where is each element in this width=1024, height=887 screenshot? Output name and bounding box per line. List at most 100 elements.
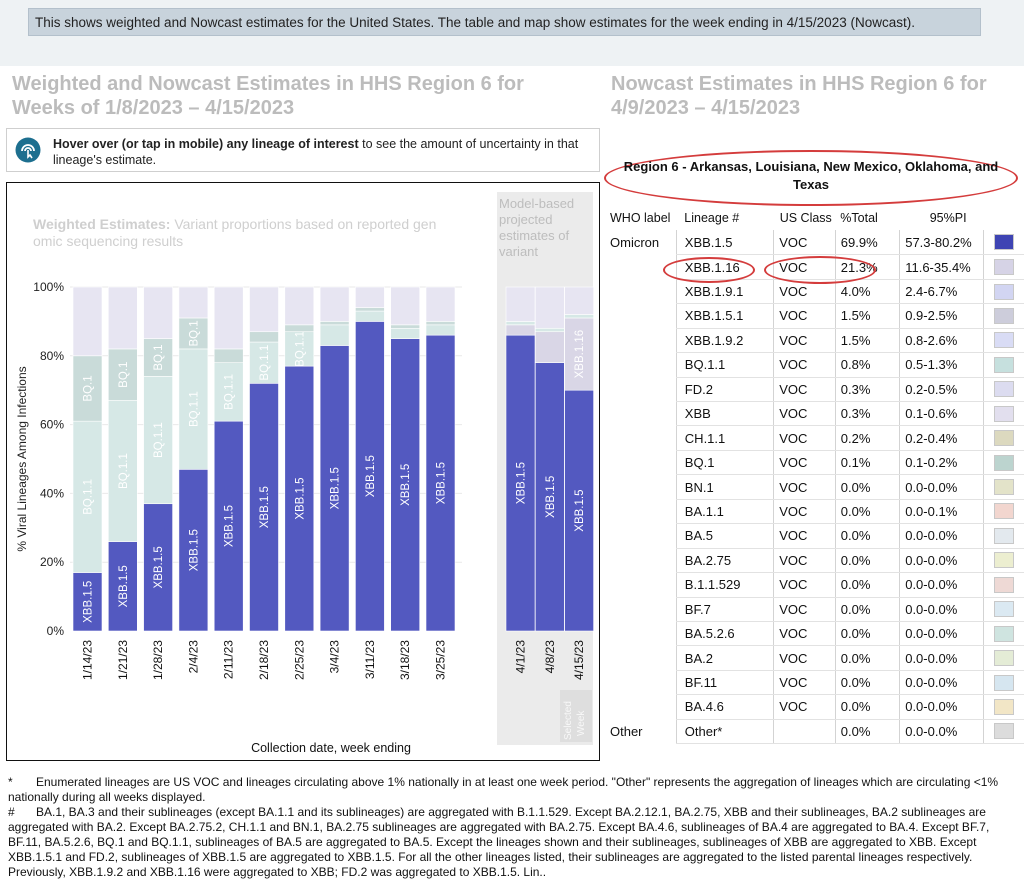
cell-us-class: VOC xyxy=(773,523,836,549)
footnote-1-text: Enumerated lineages are US VOC and linea… xyxy=(8,775,999,804)
footnote-1: * Enumerated lineages are US VOC and line… xyxy=(8,775,1018,805)
col-color xyxy=(983,206,1024,230)
cell-lineage: XBB.1.5 xyxy=(675,230,774,256)
table-row[interactable]: FD.2 VOC 0.3% 0.2-0.5% xyxy=(605,377,1024,403)
lineage-color-swatch xyxy=(993,479,1014,496)
table-row[interactable]: Other Other* 0.0% 0.0-0.0% xyxy=(605,719,1024,745)
cell-us-class: VOC xyxy=(773,499,836,525)
cell-lineage: FD.2 xyxy=(675,377,774,403)
lineage-color-swatch xyxy=(993,356,1014,373)
cell-pct-total: 0.0% xyxy=(834,474,900,500)
lineage-table-body: Omicron XBB.1.5 VOC 69.9% 57.3-80.2% XBB.1.16… xyxy=(605,230,1024,745)
lineage-color-swatch xyxy=(993,723,1014,740)
cell-lineage: BA.5 xyxy=(675,523,774,549)
cell-pct-total: 0.0% xyxy=(834,597,900,622)
cell-us-class: VOC xyxy=(773,328,836,354)
cell-95-pi: 0.0-0.0% xyxy=(899,645,984,671)
table-row[interactable]: B.1.1.529 VOC 0.0% 0.0-0.0% xyxy=(605,572,1024,598)
table-row[interactable]: BA.5.2.6 VOC 0.0% 0.0-0.0% xyxy=(605,621,1024,647)
cell-95-pi: 0.1-0.2% xyxy=(899,450,984,476)
table-row[interactable]: BA.5 VOC 0.0% 0.0-0.0% xyxy=(605,523,1024,549)
cell-95-pi: 0.0-0.0% xyxy=(899,597,984,622)
cell-lineage: BQ.1 xyxy=(675,450,774,476)
table-row[interactable]: BF.11 VOC 0.0% 0.0-0.0% xyxy=(605,670,1024,696)
lineage-color-swatch xyxy=(993,381,1014,398)
table-row[interactable]: BA.2 VOC 0.0% 0.0-0.0% xyxy=(605,645,1024,671)
table-row[interactable]: BQ.1 VOC 0.1% 0.1-0.2% xyxy=(605,450,1024,476)
lineage-color-swatch xyxy=(993,283,1014,300)
cell-pct-total: 0.3% xyxy=(834,377,900,403)
cell-95-pi: 0.0-0.0% xyxy=(899,548,984,574)
cell-lineage: BA.5.2.6 xyxy=(675,621,774,647)
cell-pct-total: 0.0% xyxy=(834,499,900,525)
col-pct-total: %Total xyxy=(840,211,878,226)
table-row[interactable]: BN.1 VOC 0.0% 0.0-0.0% xyxy=(605,474,1024,500)
table-row[interactable]: BA.1.1 VOC 0.0% 0.0-0.1% xyxy=(605,499,1024,525)
lineage-color-swatch xyxy=(993,625,1014,642)
cell-lineage: XBB.1.5.1 xyxy=(675,303,774,329)
cell-lineage: XBB xyxy=(675,401,774,427)
touch-icon xyxy=(15,137,41,163)
cell-pct-total: 0.0% xyxy=(834,523,900,549)
cell-us-class: VOC xyxy=(773,572,836,598)
lineage-color-swatch xyxy=(993,552,1014,569)
cell-pct-total: 0.0% xyxy=(834,719,900,745)
cell-who-label xyxy=(605,695,676,719)
cell-color xyxy=(982,450,1024,476)
cell-who-label xyxy=(605,402,676,426)
cell-us-class: VOC xyxy=(773,548,836,574)
hover-hint-text: Hover over (or tap in mobile) any lineag… xyxy=(53,136,598,168)
cell-95-pi: 57.3-80.2% xyxy=(899,230,984,256)
cell-pct-total: 0.1% xyxy=(834,450,900,476)
footnote-2-mark: # xyxy=(8,805,15,819)
cell-pct-total: 0.0% xyxy=(834,645,900,671)
table-row[interactable]: XBB.1.9.2 VOC 1.5% 0.8-2.6% xyxy=(605,328,1024,354)
cell-pct-total: 1.5% xyxy=(834,303,900,329)
lineage-color-swatch xyxy=(993,576,1014,593)
table-row[interactable]: XBB.1.5.1 VOC 1.5% 0.9-2.5% xyxy=(605,303,1024,329)
cell-color xyxy=(982,670,1024,696)
table-row[interactable]: XBB VOC 0.3% 0.1-0.6% xyxy=(605,401,1024,427)
table-row[interactable]: BA.4.6 VOC 0.0% 0.0-0.0% xyxy=(605,694,1024,720)
cell-pct-total: 0.0% xyxy=(834,548,900,574)
cell-95-pi: 0.2-0.5% xyxy=(899,377,984,403)
cell-lineage: XBB.1.9.1 xyxy=(675,279,774,305)
lineage-table: WHO label Lineage # US Class %Total 95%P… xyxy=(605,206,1024,745)
cell-who-label xyxy=(605,621,676,645)
cell-pct-total: 4.0% xyxy=(834,279,900,305)
cell-pct-total: 0.0% xyxy=(834,694,900,720)
cell-color xyxy=(982,621,1024,647)
lineage-color-swatch xyxy=(993,650,1014,667)
table-row[interactable]: BQ.1.1 VOC 0.8% 0.5-1.3% xyxy=(605,352,1024,378)
cell-who-label xyxy=(605,670,676,694)
cell-who-label xyxy=(605,573,676,597)
cell-us-class xyxy=(773,719,836,745)
cell-pct-total: 0.0% xyxy=(834,572,900,598)
table-row[interactable]: CH.1.1 VOC 0.2% 0.2-0.4% xyxy=(605,425,1024,451)
table-row[interactable]: BA.2.75 VOC 0.0% 0.0-0.0% xyxy=(605,548,1024,574)
table-header-row: WHO label Lineage # US Class %Total 95%P… xyxy=(605,206,1024,230)
lineage-color-swatch xyxy=(993,332,1014,349)
table-row[interactable]: BF.7 VOC 0.0% 0.0-0.0% xyxy=(605,597,1024,622)
cell-95-pi: 0.1-0.6% xyxy=(899,401,984,427)
hover-hint-bold: Hover over (or tap in mobile) any lineag… xyxy=(53,137,359,151)
table-row[interactable]: Omicron XBB.1.5 VOC 69.9% 57.3-80.2% xyxy=(605,230,1024,256)
value-highlight-circle xyxy=(764,256,876,284)
cell-who-label xyxy=(605,646,676,670)
cell-color xyxy=(982,425,1024,451)
cell-color xyxy=(982,474,1024,500)
footnote-2: # BA.1, BA.3 and their sublineages (excep… xyxy=(8,805,1018,880)
cell-who-label xyxy=(605,279,676,303)
lineage-color-swatch xyxy=(993,674,1014,691)
cell-who-label: Omicron xyxy=(610,235,660,251)
lineage-color-swatch xyxy=(993,430,1014,447)
cell-color xyxy=(982,719,1024,745)
cell-95-pi: 0.9-2.5% xyxy=(899,303,984,329)
cell-pct-total: 0.0% xyxy=(834,670,900,696)
cell-color xyxy=(982,377,1024,403)
cell-who-label xyxy=(605,353,676,377)
lineage-color-swatch xyxy=(993,601,1014,618)
cell-us-class: VOC xyxy=(773,352,836,378)
lineage-color-swatch xyxy=(993,234,1014,251)
cell-color xyxy=(982,572,1024,598)
